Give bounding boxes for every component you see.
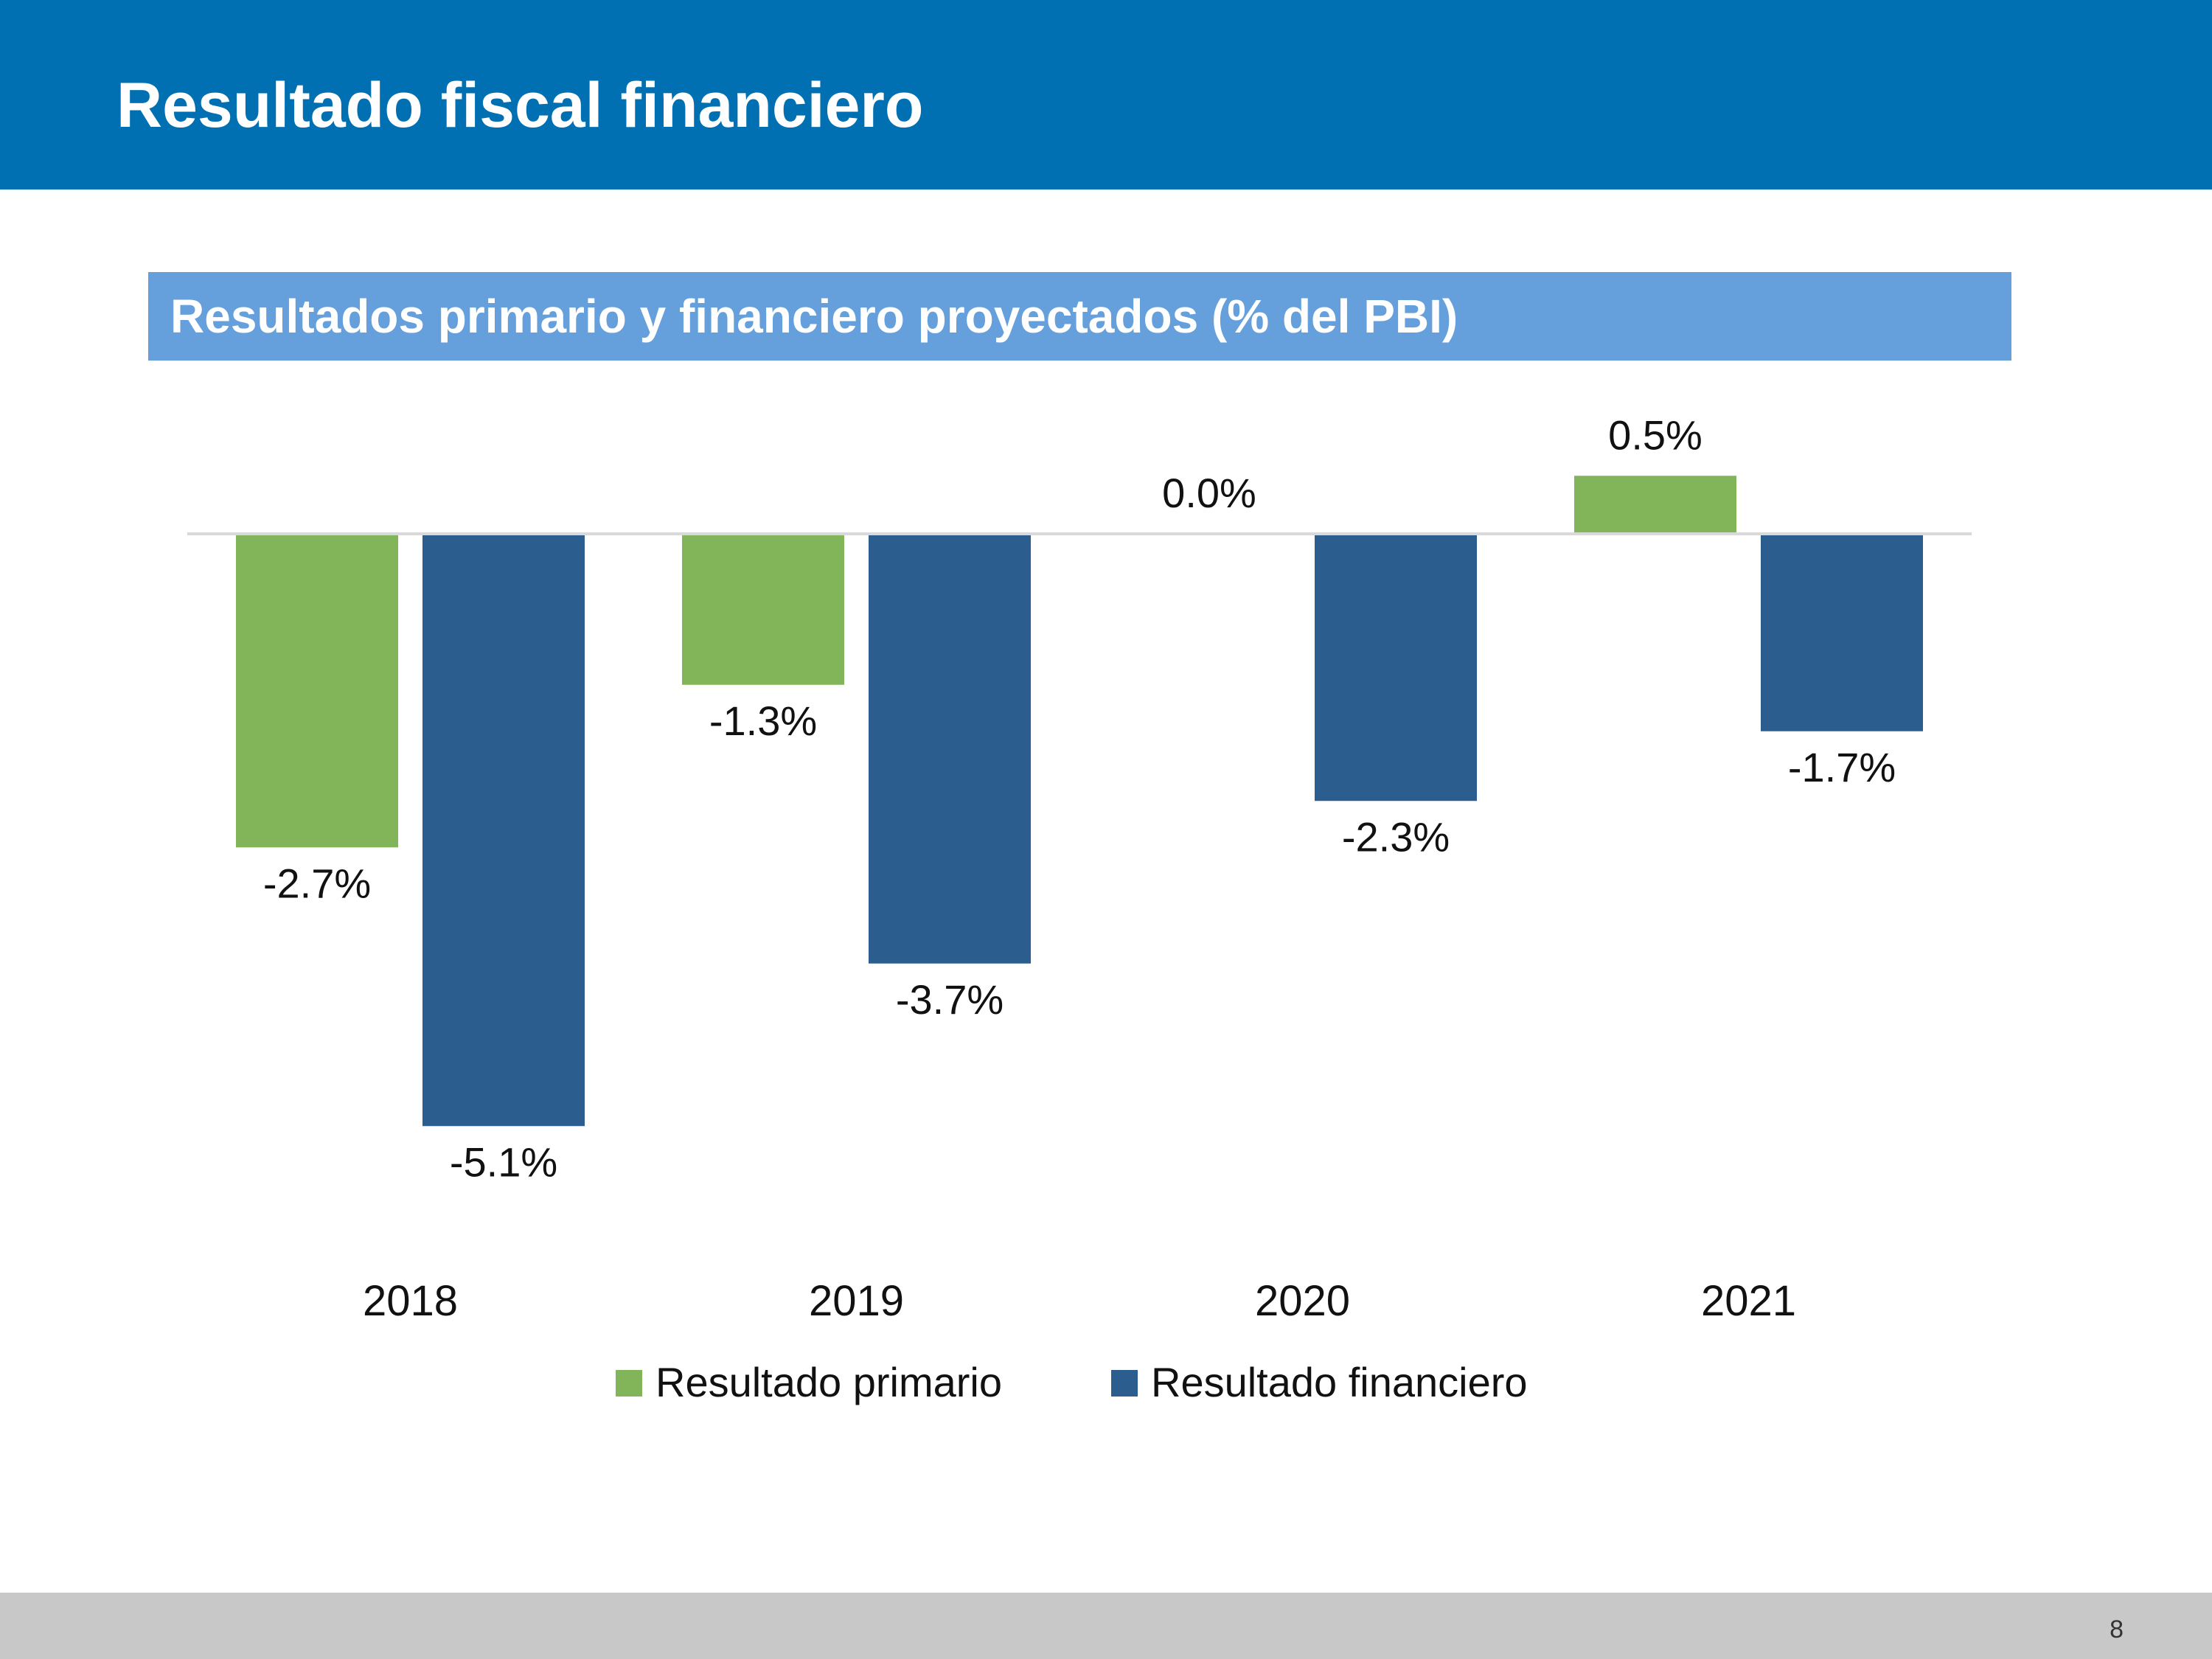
bar-financiero-2019 [869,534,1031,964]
page-number: 8 [2110,1615,2124,1644]
bar-primario-2018 [236,534,398,848]
x-tick-label-2020: 2020 [1255,1277,1350,1325]
data-label-primario-2021: 0.5% [1608,411,1703,458]
legend-swatch-primario [616,1370,642,1397]
legend-swatch-financiero [1111,1370,1138,1397]
legend-label-primario: Resultado primario [655,1359,1002,1405]
bar-financiero-2018 [422,534,585,1127]
x-tick-label-2019: 2019 [809,1277,904,1325]
page-title: Resultado fiscal financiero [116,70,924,141]
chart-title-bar: Resultados primario y financiero proyect… [148,272,2011,361]
data-label-financiero-2021: -1.7% [1788,744,1896,790]
chart-title: Resultados primario y financiero proyect… [170,290,1458,343]
bar-primario-2019 [682,534,844,685]
data-label-financiero-2019: -3.7% [896,976,1004,1023]
legend: Resultado primario Resultado financiero [616,1359,1528,1405]
data-label-primario-2018: -2.7% [263,860,371,906]
x-tick-label-2021: 2021 [1701,1277,1796,1325]
data-label-financiero-2020: -2.3% [1342,813,1450,860]
data-label-primario-2019: -1.3% [709,698,817,744]
bar-financiero-2020 [1315,534,1477,801]
bars-layer [236,476,1923,1127]
legend-label-financiero: Resultado financiero [1151,1359,1528,1405]
bar-primario-2021 [1574,476,1736,534]
data-label-financiero-2018: -5.1% [450,1138,557,1185]
x-tick-label-2018: 2018 [363,1277,458,1325]
bar-financiero-2021 [1761,534,1923,731]
x-axis-ticks: 2018 2019 2020 2021 [363,1277,1796,1325]
data-label-primario-2020: 0.0% [1162,470,1256,516]
labels-layer: -2.7% -5.1% -1.3% -3.7% 0.0% -2.3% 0.5% -1.7% [263,411,1896,1185]
header-bar: Resultado fiscal financiero [0,0,2212,189]
footer-bar: 8 [0,1593,2212,1659]
